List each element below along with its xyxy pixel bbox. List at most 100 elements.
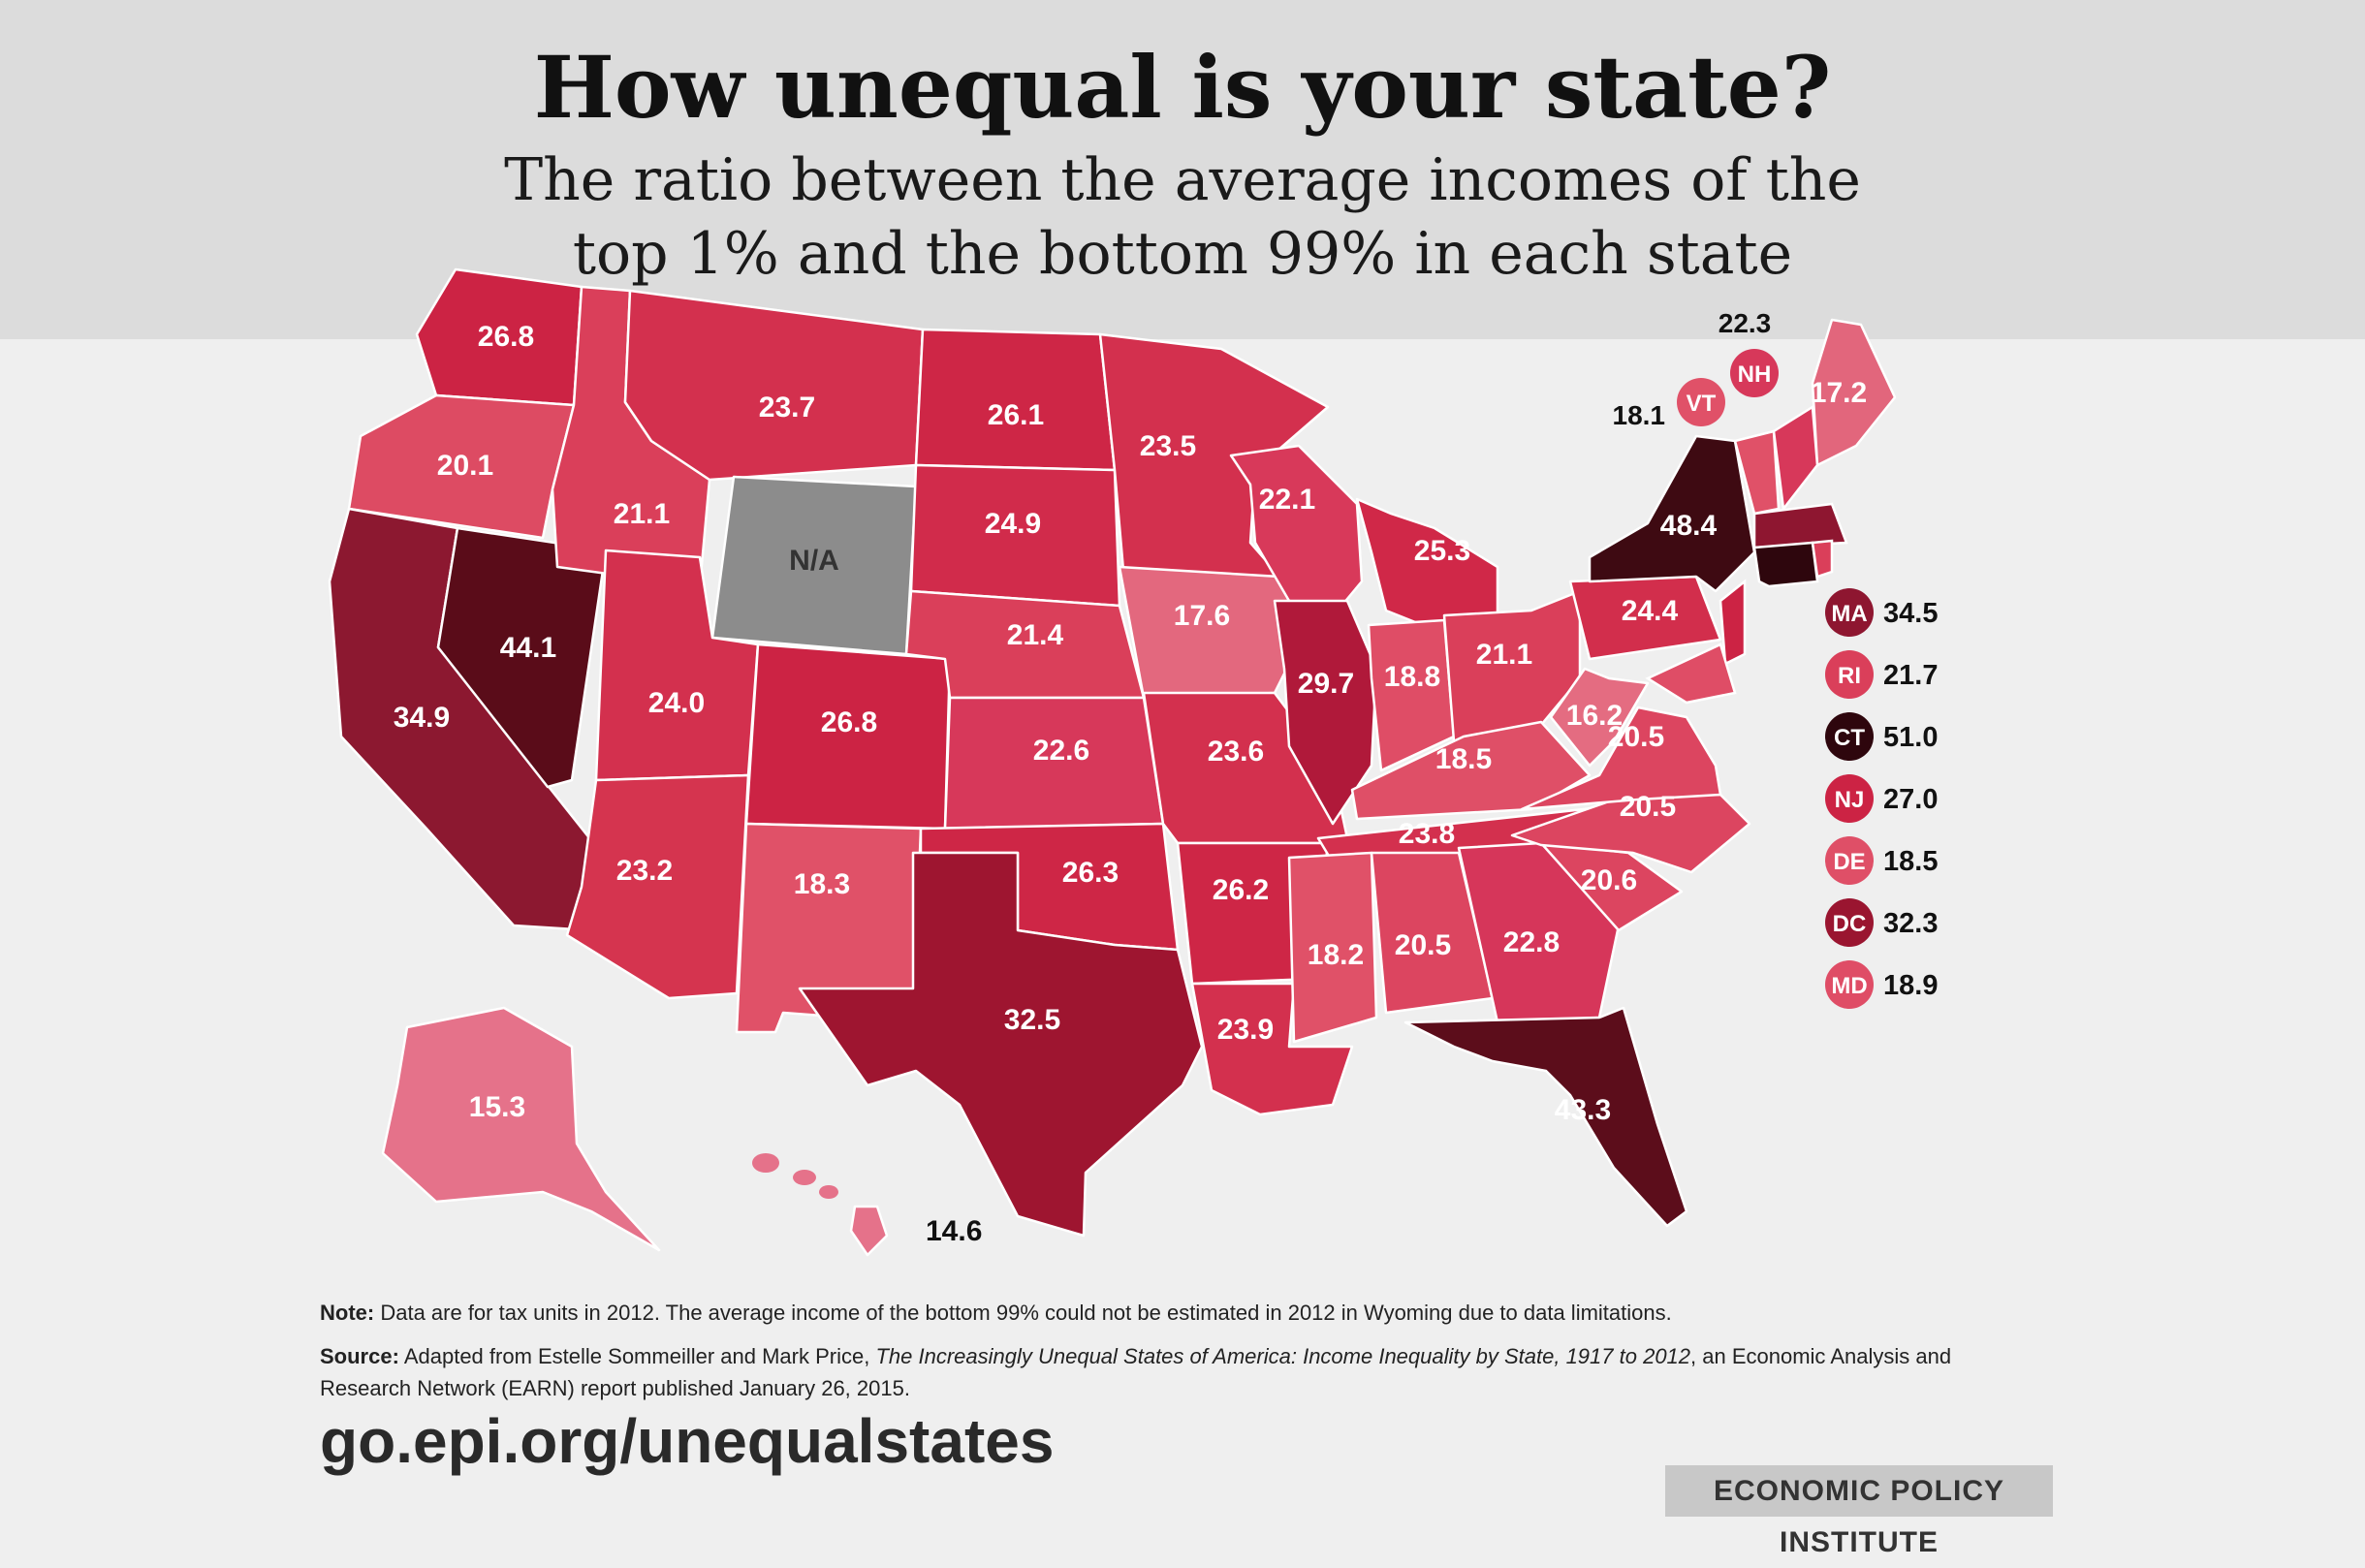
source-label: Source: bbox=[320, 1344, 399, 1368]
state-shape-nh-shape bbox=[1772, 404, 1819, 513]
state-value-ut: 24.0 bbox=[648, 687, 705, 719]
state-value-il: 29.7 bbox=[1298, 668, 1354, 700]
state-value-sd: 24.9 bbox=[985, 508, 1041, 540]
state-shape-vt-shape bbox=[1733, 429, 1781, 516]
hawaii-island bbox=[752, 1153, 779, 1173]
state-value-hi: 14.6 bbox=[926, 1215, 982, 1247]
callout-value-md: 18.9 bbox=[1883, 970, 1938, 1001]
page-subtitle: The ratio between the average incomes of… bbox=[0, 143, 2365, 291]
state-value-tn: 23.8 bbox=[1399, 818, 1455, 850]
state-shape-hi bbox=[849, 1205, 889, 1257]
callout-badge-md bbox=[1825, 960, 1874, 1009]
state-value-wa: 26.8 bbox=[478, 321, 534, 353]
state-shape-ma-shape bbox=[1752, 502, 1848, 549]
callout-value-ri: 21.7 bbox=[1883, 660, 1938, 691]
state-shape-va bbox=[1520, 706, 1722, 811]
state-value-sc: 20.6 bbox=[1581, 864, 1637, 896]
state-shape-ri-shape bbox=[1811, 539, 1834, 579]
state-value-nc: 20.5 bbox=[1620, 791, 1676, 823]
callout-abbr-ct: CT bbox=[1834, 725, 1865, 751]
callout-value-de: 18.5 bbox=[1883, 846, 1938, 877]
state-value-tx: 32.5 bbox=[1004, 1004, 1060, 1036]
callout-badge-nj bbox=[1825, 774, 1874, 823]
state-value-ak: 15.3 bbox=[469, 1091, 525, 1123]
callout-badge-ct bbox=[1825, 712, 1874, 761]
state-shape-nj-shape bbox=[1719, 579, 1747, 666]
callout-badge-dc bbox=[1825, 898, 1874, 947]
state-value-pa: 24.4 bbox=[1622, 595, 1679, 627]
callout-value-nh: 22.3 bbox=[1719, 308, 1772, 338]
state-value-ok: 26.3 bbox=[1062, 857, 1119, 889]
state-value-ca: 34.9 bbox=[394, 702, 450, 734]
state-value-id: 21.1 bbox=[614, 498, 670, 530]
state-value-wi: 22.1 bbox=[1259, 484, 1315, 516]
callout-value-ma: 34.5 bbox=[1883, 598, 1938, 629]
state-value-ne: 21.4 bbox=[1007, 619, 1064, 651]
state-value-fl: 43.3 bbox=[1555, 1094, 1611, 1126]
state-shape-in bbox=[1367, 618, 1456, 772]
header-band bbox=[0, 0, 2365, 339]
state-shape-mn bbox=[1098, 332, 1330, 583]
state-value-ar: 26.2 bbox=[1213, 874, 1269, 906]
callout-badge-vt bbox=[1677, 378, 1725, 426]
hawaii-island bbox=[819, 1185, 838, 1199]
state-value-nm: 18.3 bbox=[794, 868, 850, 900]
state-shape-tx bbox=[798, 851, 1204, 1238]
state-shape-ky bbox=[1350, 720, 1592, 821]
callout-badge-de bbox=[1825, 836, 1874, 885]
footnote-note: Note: Data are for tax units in 2012. Th… bbox=[320, 1297, 1968, 1329]
state-value-mi: 25.3 bbox=[1414, 535, 1470, 567]
state-value-la: 23.9 bbox=[1217, 1014, 1274, 1046]
subtitle-line-1: The ratio between the average incomes of… bbox=[504, 146, 1861, 214]
state-value-ky: 18.5 bbox=[1435, 743, 1492, 775]
state-shape-ga bbox=[1457, 841, 1621, 1024]
source-url-link[interactable]: go.epi.org/unequalstates bbox=[320, 1406, 1055, 1476]
callout-badge-nh bbox=[1730, 349, 1779, 397]
state-value-mn: 23.5 bbox=[1140, 430, 1196, 462]
state-value-ny: 48.4 bbox=[1660, 510, 1718, 542]
state-value-nd: 26.1 bbox=[988, 399, 1044, 431]
state-value-al: 20.5 bbox=[1395, 929, 1451, 961]
state-shape-mt bbox=[623, 289, 925, 482]
brand-logo-box: ECONOMIC POLICY INSTITUTE bbox=[1665, 1465, 2053, 1558]
state-value-in: 18.8 bbox=[1384, 661, 1440, 693]
source-report-title: The Increasingly Unequal States of Ameri… bbox=[875, 1344, 1691, 1368]
callout-badge-ri bbox=[1825, 650, 1874, 699]
note-text: Data are for tax units in 2012. The aver… bbox=[374, 1301, 1672, 1325]
state-value-az: 23.2 bbox=[616, 855, 673, 887]
callout-abbr-md: MD bbox=[1831, 973, 1867, 999]
us-choropleth-map: 26.8 20.1 34.9 44.1 21.1 23.7 N/A 24.0 23.2 26.8 1… bbox=[328, 267, 1938, 1257]
state-value-oh: 21.1 bbox=[1476, 639, 1532, 671]
state-value-va: 20.5 bbox=[1608, 721, 1664, 753]
callout-abbr-vt: VT bbox=[1687, 391, 1717, 417]
state-shape-md-de-shape bbox=[1645, 643, 1737, 705]
state-value-wv: 16.2 bbox=[1566, 700, 1623, 732]
callout-value-vt: 18.1 bbox=[1613, 400, 1666, 430]
source-text-1: Adapted from Estelle Sommeiller and Mark… bbox=[398, 1344, 876, 1368]
state-shape-wv bbox=[1549, 667, 1650, 768]
callout-abbr-nh: NH bbox=[1738, 361, 1772, 388]
note-label: Note: bbox=[320, 1301, 375, 1325]
state-value-ga: 22.8 bbox=[1503, 926, 1560, 958]
callout-abbr-ri: RI bbox=[1838, 663, 1861, 689]
state-shape-az bbox=[565, 773, 750, 1000]
state-shape-fl bbox=[1403, 1006, 1688, 1228]
callout-abbr-ma: MA bbox=[1831, 601, 1867, 627]
subtitle-line-2: top 1% and the bottom 99% in each state bbox=[572, 220, 1793, 288]
state-value-mo: 23.6 bbox=[1208, 736, 1264, 768]
callout-value-ct: 51.0 bbox=[1883, 722, 1938, 753]
callout-value-dc: 32.3 bbox=[1883, 908, 1938, 939]
callout-abbr-dc: DC bbox=[1833, 911, 1867, 937]
state-shape-ct-shape bbox=[1752, 541, 1819, 588]
callout-abbr-de: DE bbox=[1833, 849, 1865, 875]
callout-abbr-nj: NJ bbox=[1835, 787, 1865, 813]
state-value-ks: 22.6 bbox=[1033, 735, 1089, 767]
state-value-mt: 23.7 bbox=[759, 392, 815, 423]
footnote-source: Source: Adapted from Estelle Sommeiller … bbox=[320, 1340, 1968, 1404]
state-shape-ak bbox=[381, 1006, 661, 1252]
state-value-wy: N/A bbox=[789, 545, 839, 577]
hawaii-island bbox=[793, 1170, 816, 1185]
page-title: How unequal is your state? bbox=[533, 37, 1832, 138]
state-shape-ms bbox=[1287, 851, 1378, 1044]
state-value-ms: 18.2 bbox=[1308, 939, 1364, 971]
